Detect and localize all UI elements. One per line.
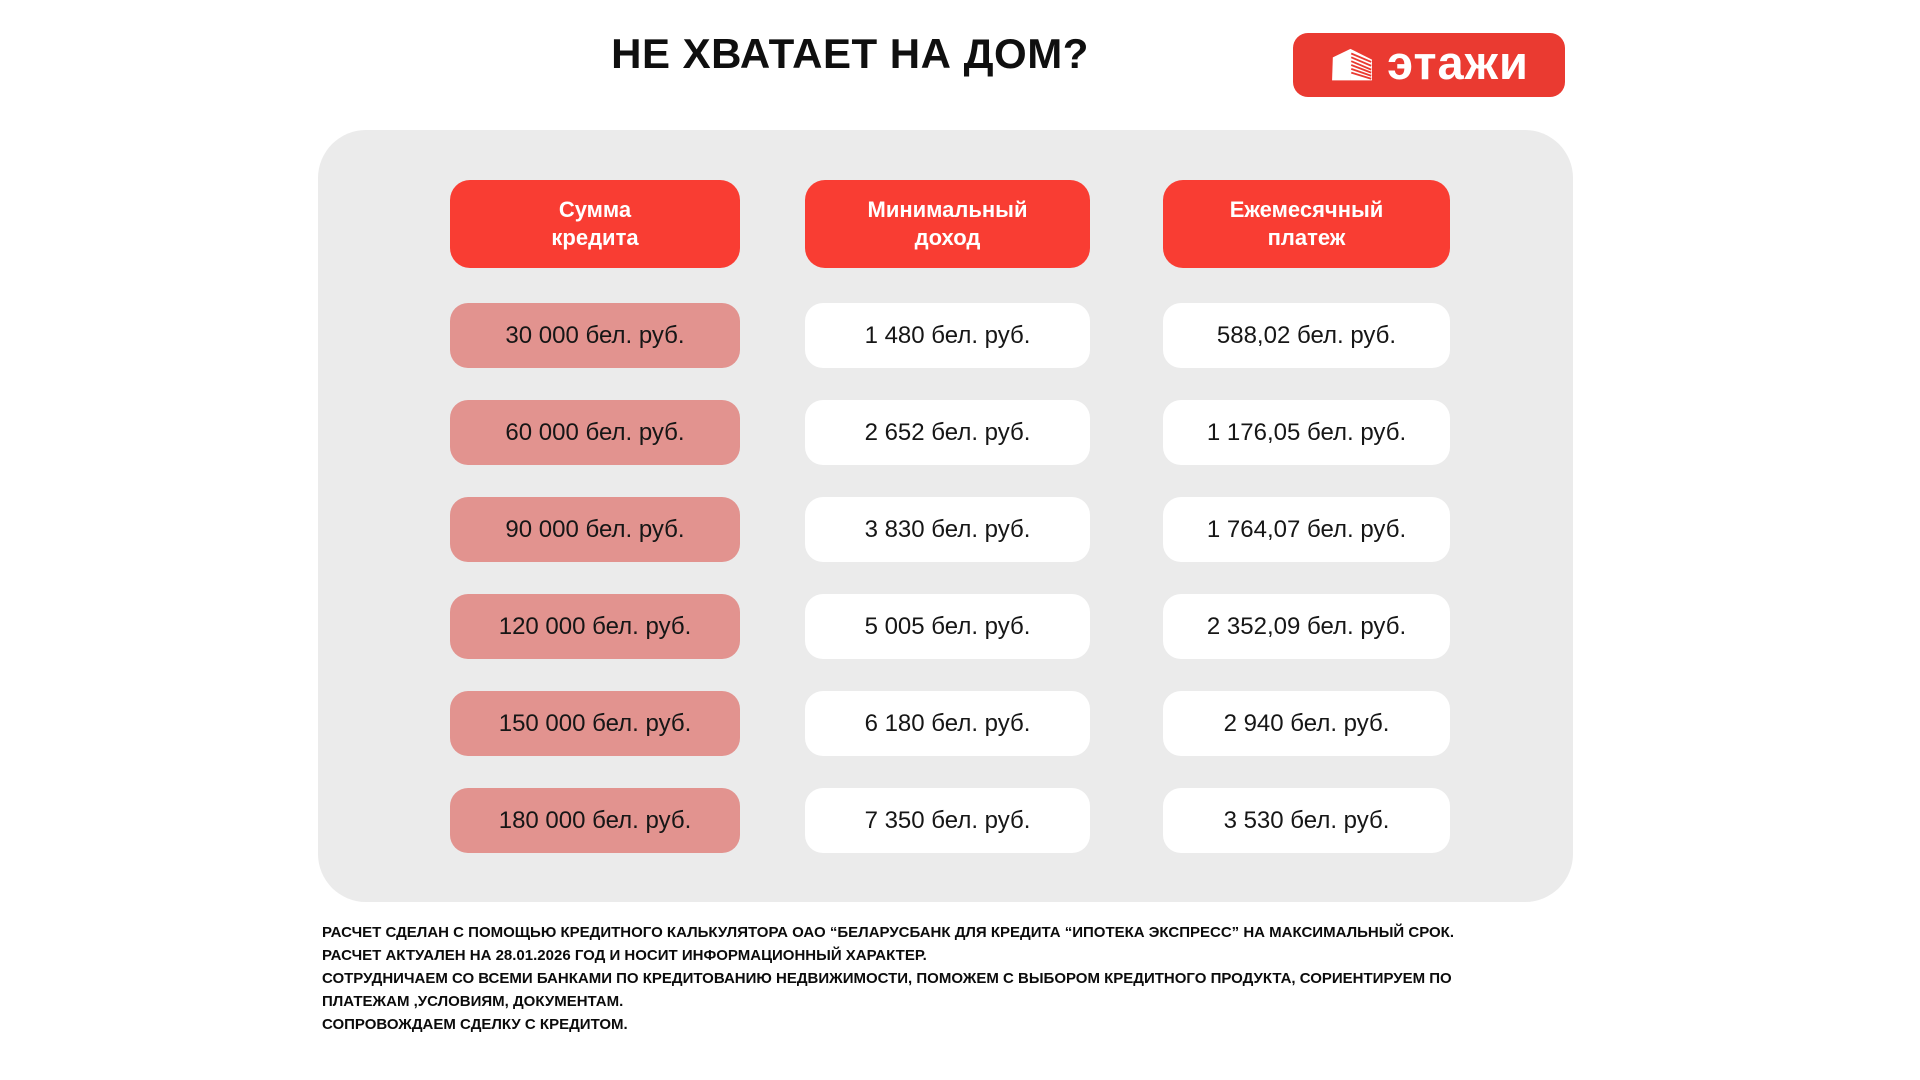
etazhi-logo: этажи — [1293, 33, 1565, 97]
disclaimer-line: РАСЧЕТ СДЕЛАН С ПОМОЩЬЮ КРЕДИТНОГО КАЛЬК… — [322, 924, 1454, 941]
min-income-cell: 3 830 бел. руб. — [805, 497, 1090, 562]
col-header-loan-amount: Сумма кредита — [450, 180, 740, 268]
disclaimer-line: РАСЧЕТ АКТУАЛЕН НА 28.01.2026 ГОД И НОСИ… — [322, 947, 927, 964]
loan-amount-cell: 90 000 бел. руб. — [450, 497, 740, 562]
building-icon — [1329, 47, 1375, 83]
min-income-cell: 6 180 бел. руб. — [805, 691, 1090, 756]
monthly-payment-cell: 1 764,07 бел. руб. — [1163, 497, 1450, 562]
loan-amount-cell: 150 000 бел. руб. — [450, 691, 740, 756]
loan-amount-cell: 180 000 бел. руб. — [450, 788, 740, 853]
min-income-cell: 5 005 бел. руб. — [805, 594, 1090, 659]
loan-amount-cell: 60 000 бел. руб. — [450, 400, 740, 465]
loan-amount-cell: 120 000 бел. руб. — [450, 594, 740, 659]
rates-card: Сумма кредита Минимальный доход Ежемесяч… — [318, 130, 1573, 902]
min-income-cell: 7 350 бел. руб. — [805, 788, 1090, 853]
loan-amount-cell: 30 000 бел. руб. — [450, 303, 740, 368]
monthly-payment-cell: 588,02 бел. руб. — [1163, 303, 1450, 368]
disclaimer-line: СОТРУДНИЧАЕМ СО ВСЕМИ БАНКАМИ ПО КРЕДИТО… — [322, 970, 1452, 987]
disclaimer-line: СОПРОВОЖДАЕМ СДЕЛКУ С КРЕДИТОМ. — [322, 1016, 628, 1033]
min-income-cell: 2 652 бел. руб. — [805, 400, 1090, 465]
monthly-payment-cell: 1 176,05 бел. руб. — [1163, 400, 1450, 465]
monthly-payment-cell: 3 530 бел. руб. — [1163, 788, 1450, 853]
col-header-monthly-payment: Ежемесячный платеж — [1163, 180, 1450, 268]
monthly-payment-cell: 2 352,09 бел. руб. — [1163, 594, 1450, 659]
min-income-cell: 1 480 бел. руб. — [805, 303, 1090, 368]
col-header-min-income: Минимальный доход — [805, 180, 1090, 268]
logo-text: этажи — [1387, 36, 1529, 89]
disclaimer-block: РАСЧЕТ СДЕЛАН С ПОМОЩЬЮ КРЕДИТНОГО КАЛЬК… — [322, 921, 1602, 1036]
page-title: НЕ ХВАТАЕТ НА ДОМ? — [611, 30, 1089, 77]
disclaimer-line: ПЛАТЕЖАМ ,УСЛОВИЯМ, ДОКУМЕНТАМ. — [322, 993, 624, 1010]
monthly-payment-cell: 2 940 бел. руб. — [1163, 691, 1450, 756]
